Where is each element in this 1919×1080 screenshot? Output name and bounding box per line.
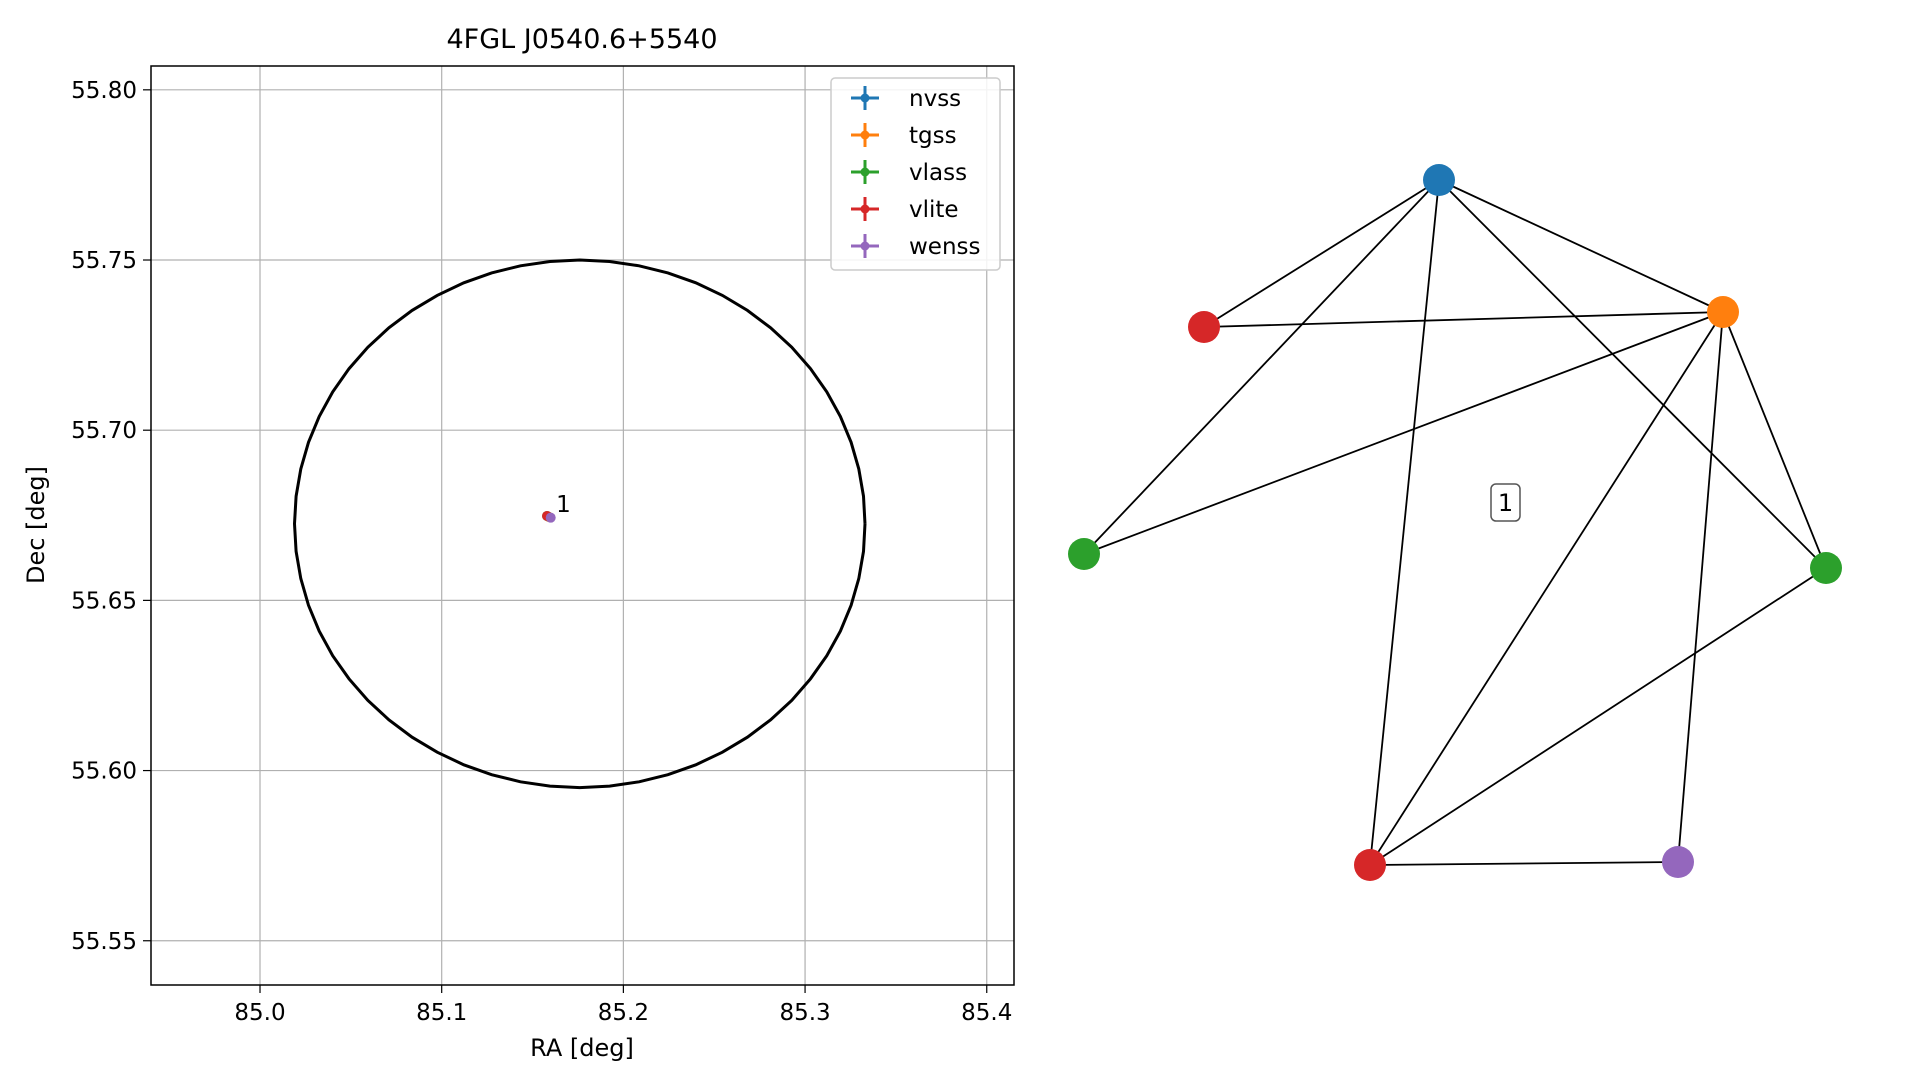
legend-label-nvss: nvss [909, 86, 961, 112]
graph-edges [1083, 179, 1827, 866]
graph-edge [1083, 179, 1440, 555]
y-tick-label: 55.65 [71, 588, 137, 614]
y-tick-label: 55.75 [71, 248, 137, 274]
graph-edge [1203, 179, 1440, 328]
graph-edge [1677, 311, 1724, 863]
x-tick-label: 85.2 [598, 1000, 649, 1026]
plot-frame [150, 65, 1015, 986]
scatter-plot: 4FGL J0540.6+5540 1 85.0 85.1 85.2 85.3 85.4… [22, 24, 1015, 1062]
legend-dot-vlass [860, 167, 870, 177]
graph-label-box: 1 [1490, 483, 1521, 522]
legend-label-wenss: wenss [909, 234, 981, 260]
graph-node-nvss [1423, 164, 1455, 196]
network-graph: 1 [1068, 164, 1842, 881]
x-tick-label: 85.1 [416, 1000, 467, 1026]
y-tick-label: 55.70 [71, 418, 137, 444]
y-tick-label: 55.80 [71, 78, 137, 104]
point-annotation: 1 [556, 492, 571, 518]
y-tick-label: 55.60 [71, 759, 137, 785]
legend-dot-wenss [860, 241, 870, 251]
graph-node-wenss [1662, 846, 1694, 878]
legend-box [830, 77, 1001, 271]
legend-label-tgss: tgss [909, 123, 957, 149]
legend-label-vlass: vlass [909, 160, 967, 186]
graph-node-vlite_b [1354, 849, 1386, 881]
chart-title: 4FGL J0540.6+5540 [446, 24, 717, 55]
legend-dot-tgss [860, 130, 870, 140]
x-axis-label: RA [deg] [530, 1034, 634, 1062]
legend-label-vlite: vlite [909, 197, 959, 223]
x-tick-label: 85.3 [779, 1000, 830, 1026]
graph-nodes [1068, 164, 1842, 881]
graph-edge [1369, 179, 1440, 866]
graph-node-vlite_a [1188, 311, 1220, 343]
graph-edge [1438, 179, 1827, 569]
graph-node-tgss [1707, 296, 1739, 328]
graph-node-vlass_b [1810, 552, 1842, 584]
x-tick-label: 85.4 [961, 1000, 1012, 1026]
graph-edge [1203, 311, 1724, 328]
data-points [542, 510, 556, 523]
legend-dot-nvss [860, 93, 870, 103]
x-tick-label: 85.0 [234, 1000, 285, 1026]
legend: nvss tgss vlass vlite wenss [830, 77, 1001, 271]
graph-label: 1 [1498, 489, 1513, 517]
graph-node-vlass_a [1068, 538, 1100, 570]
y-axis-label: Dec [deg] [22, 466, 50, 584]
ellipse-outline [292, 258, 867, 790]
x-ticks: 85.0 85.1 85.2 85.3 85.4 [234, 985, 1012, 1026]
point-wenss [545, 512, 556, 523]
graph-edge [1722, 311, 1827, 569]
y-tick-label: 55.55 [71, 929, 137, 955]
graph-edge [1369, 567, 1827, 866]
graph-edge [1083, 311, 1724, 555]
graph-edge [1369, 311, 1724, 866]
annotations: 1 [556, 492, 571, 518]
graph-edge [1438, 179, 1724, 313]
localization-ellipse [292, 258, 867, 790]
legend-dot-vlite [860, 204, 870, 214]
graph-edge [1369, 861, 1679, 866]
y-ticks: 55.55 55.60 55.65 55.70 55.75 55.80 [71, 78, 151, 955]
